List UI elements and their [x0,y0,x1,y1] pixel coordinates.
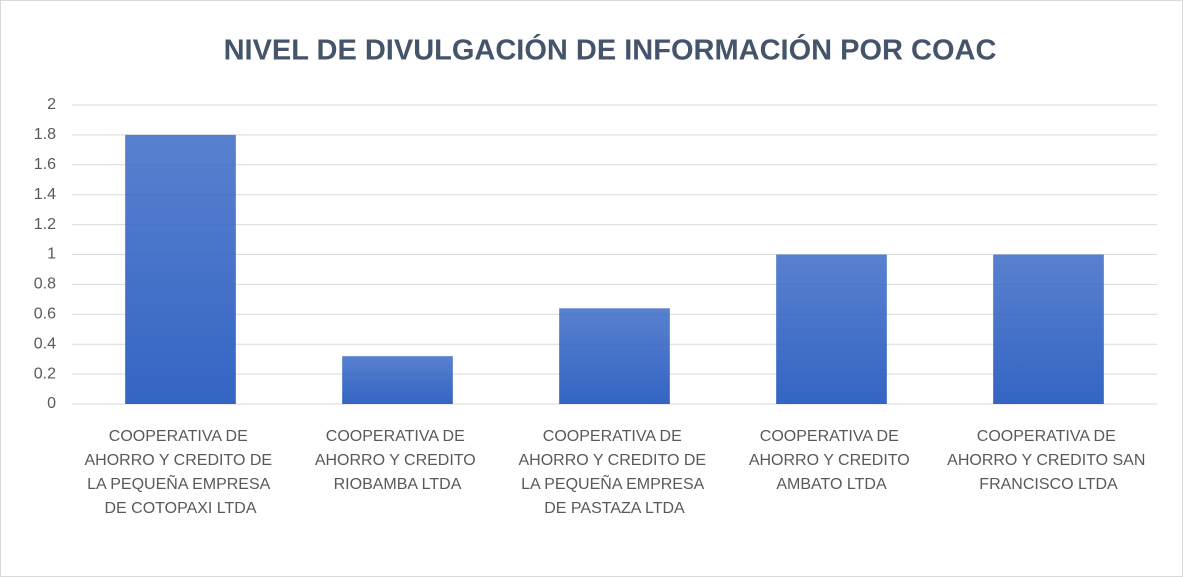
bar [776,254,887,404]
bar [342,356,453,404]
y-tick-label: 0.8 [34,276,56,293]
x-tick-label: COOPERATIVA DE AHORRO Y CREDITO DE LA PE… [518,428,710,517]
y-tick-label: 1.6 [34,156,56,173]
y-tick-label: 2 [47,96,56,113]
x-tick-label: COOPERATIVA DE AHORRO Y CREDITO RIOBAMBA… [315,428,480,493]
chart-title: NIVEL DE DIVULGACIÓN DE INFORMACIÓN POR … [224,33,997,67]
bar [125,134,236,404]
y-tick-label: 1.2 [34,216,56,233]
bar [559,308,670,404]
y-tick-label: 0.2 [34,365,56,382]
x-tick-label: COOPERATIVA DE AHORRO Y CREDITO AMBATO L… [749,428,914,493]
y-tick-label: 1 [47,246,56,263]
y-tick-label: 1.8 [34,126,56,143]
y-tick-label: 0.6 [34,306,56,323]
x-tick-label: COOPERATIVA DE AHORRO Y CREDITO DE LA PE… [84,428,276,517]
x-tick-label: COOPERATIVA DE AHORRO Y CREDITO SAN FRAN… [947,428,1150,493]
y-tick-label: 1.4 [34,186,56,203]
y-tick-label: 0 [47,395,56,412]
bar [993,254,1104,404]
y-tick-label: 0.4 [34,335,56,352]
